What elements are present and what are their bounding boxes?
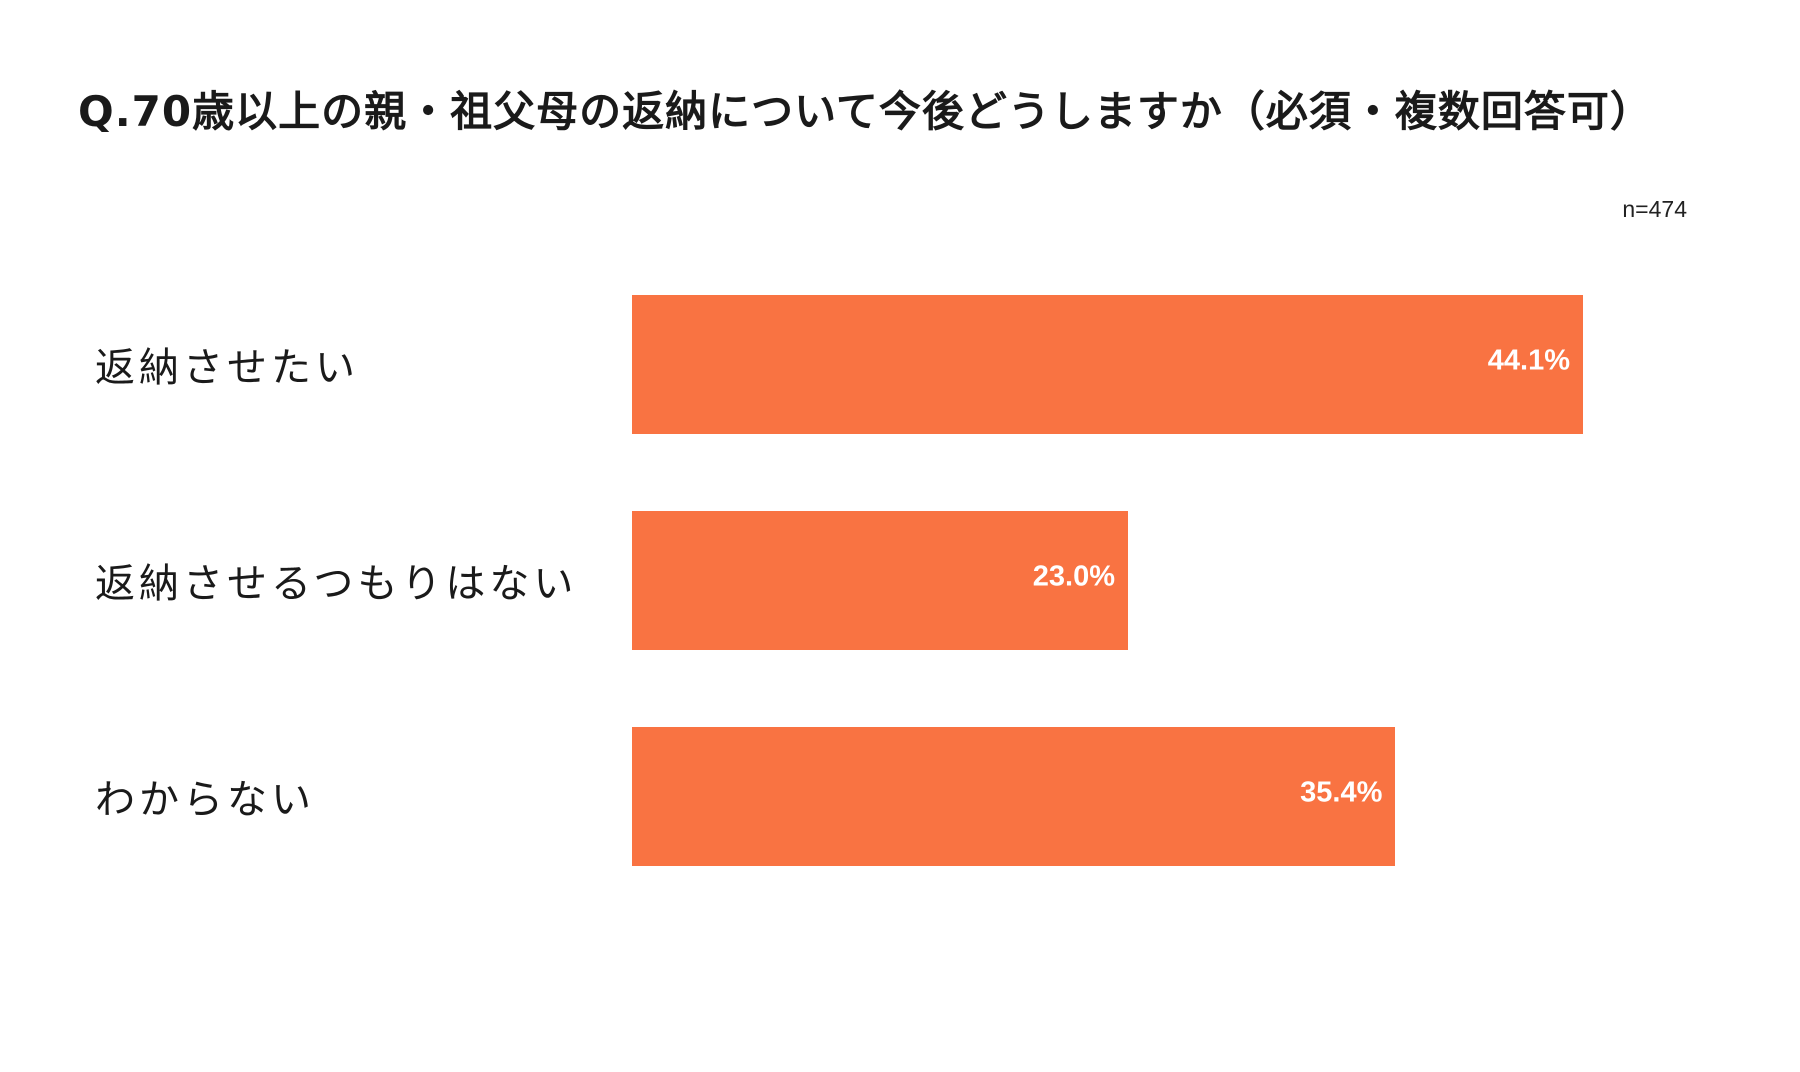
bar-value-label: 44.1% [1487,344,1570,377]
bar-value-label: 35.4% [1300,776,1383,809]
bar [632,726,1396,866]
bar-value-label: 23.0% [1032,560,1115,593]
sample-size-label: n=474 [1622,196,1687,222]
category-label: 返納させるつもりはない [95,561,578,607]
chart-title: Q.70歳以上の親・祖父母の返納について今後どうしますか（必須・複数回答可） [78,87,1653,136]
bar [632,510,1128,650]
category-label: わからない [95,777,315,823]
bar [632,294,1583,434]
category-label: 返納させたい [95,345,359,391]
